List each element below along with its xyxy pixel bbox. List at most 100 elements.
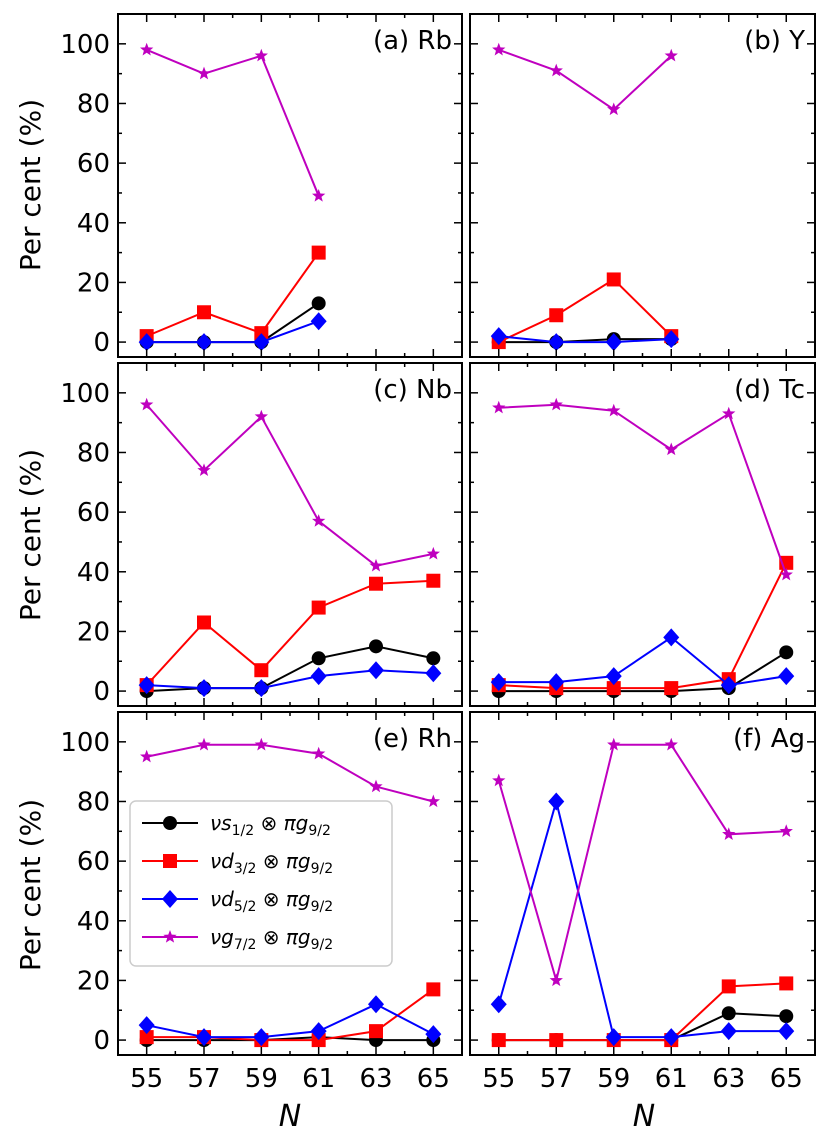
data-point-a-4-55 xyxy=(140,42,154,56)
data-point-d-1-65 xyxy=(779,645,794,660)
x-tick-label-e-57: 57 xyxy=(187,1064,220,1094)
data-point-f-3-61 xyxy=(663,1028,680,1047)
data-point-a-3-61 xyxy=(310,312,327,331)
data-point-a-1-61 xyxy=(311,296,326,311)
data-point-e-4-63 xyxy=(369,779,383,793)
data-point-f-2-57 xyxy=(549,1033,564,1048)
data-point-e-3-65 xyxy=(425,1025,442,1044)
plot-frame-c xyxy=(117,362,463,707)
y-axis-label-a: Per cent (%) xyxy=(14,99,47,271)
data-point-e-3-61 xyxy=(310,1022,327,1041)
data-point-c-2-61 xyxy=(311,600,326,615)
series-line-c-3 xyxy=(146,669,434,690)
data-point-b-3-61 xyxy=(663,330,680,349)
data-point-b-4-57 xyxy=(549,63,563,77)
data-point-c-4-65 xyxy=(426,546,440,560)
series-line-c-2 xyxy=(145,579,434,686)
series-line-e-3 xyxy=(146,1003,434,1039)
series-line-a-2 xyxy=(146,252,320,338)
y-tick-label-e-0: 0 xyxy=(93,1026,110,1056)
panel-label-e: (e) Rh xyxy=(373,724,452,754)
data-point-d-4-63 xyxy=(722,406,736,420)
y-tick-label-e-60: 60 xyxy=(77,847,110,877)
data-point-f-4-55 xyxy=(492,773,506,787)
y-tick-label-c-20: 20 xyxy=(77,617,110,647)
data-point-d-3-65 xyxy=(778,667,795,686)
y-tick-label-a-40: 40 xyxy=(77,209,110,239)
y-tick-label-a-80: 80 xyxy=(77,89,110,119)
panel-label-a: (a) Rb xyxy=(373,26,452,56)
data-point-c-1-65 xyxy=(426,651,441,666)
y-tick-label-e-40: 40 xyxy=(77,907,110,937)
data-point-c-3-55 xyxy=(138,676,155,695)
x-tick-label-e-55: 55 xyxy=(130,1064,163,1094)
data-point-a-3-55 xyxy=(138,333,155,352)
y-axis-label-c: Per cent (%) xyxy=(14,449,47,621)
panel-a: 0 20 40 60 80 100 (a) Rb xyxy=(60,13,463,358)
series-line-e-2 xyxy=(146,988,434,1042)
series-line-d-2 xyxy=(498,562,788,690)
data-point-e-4-59 xyxy=(254,737,268,751)
data-point-c-4-63 xyxy=(369,558,383,572)
x-axis-label-left: N xyxy=(279,1099,301,1134)
legend-marker-3 xyxy=(162,890,178,908)
data-point-c-3-61 xyxy=(310,667,327,686)
x-tick-label-e-59: 59 xyxy=(245,1064,278,1094)
data-point-b-3-55 xyxy=(490,327,507,346)
panel-label-d: (d) Tc xyxy=(734,375,805,405)
data-point-a-3-59 xyxy=(253,333,270,352)
data-point-c-1-63 xyxy=(369,639,383,654)
data-point-f-2-65 xyxy=(779,976,794,991)
data-point-f-3-63 xyxy=(720,1022,737,1041)
y-tick-label-a-100: 100 xyxy=(60,30,110,60)
data-point-a-3-57 xyxy=(196,333,212,352)
data-point-d-3-59 xyxy=(605,667,622,686)
data-point-d-4-55 xyxy=(492,400,506,414)
data-point-d-3-57 xyxy=(548,673,565,692)
data-point-c-3-57 xyxy=(196,679,212,698)
data-point-b-2-59 xyxy=(606,272,621,287)
data-point-d-2-59 xyxy=(606,681,621,696)
x-axis-label-right: N xyxy=(633,1099,655,1134)
data-point-d-3-63 xyxy=(720,676,737,695)
legend-marker-2 xyxy=(163,854,177,868)
series-line-c-1 xyxy=(146,645,434,693)
data-point-f-4-59 xyxy=(607,737,621,751)
data-point-b-3-59 xyxy=(605,333,622,352)
data-point-c-2-65 xyxy=(426,573,441,588)
series-line-a-4 xyxy=(146,48,320,197)
legend-box xyxy=(129,800,393,967)
series-line-f-1 xyxy=(498,1012,787,1042)
x-tick-label-f-65: 65 xyxy=(770,1064,803,1094)
x-tick-label-f-63: 63 xyxy=(712,1064,745,1094)
data-point-b-4-55 xyxy=(492,42,506,56)
panel-label-b: (b) Y xyxy=(744,26,805,56)
data-point-f-3-59 xyxy=(605,1028,622,1047)
panel-e: 55 57 59 61 63 65 0 20 40 60 80 100 (e) Rh xyxy=(60,711,463,1094)
data-point-c-4-59 xyxy=(254,409,268,423)
y-tick-label-e-100: 100 xyxy=(60,728,110,758)
legend: νs1/2 ⊗ πg9/2 νd3/2 ⊗ πg9/2 νd5/2 ⊗ πg9/2 ν… xyxy=(129,800,393,967)
data-point-a-4-57 xyxy=(197,66,211,80)
data-point-e-4-65 xyxy=(426,794,440,808)
y-tick-label-c-60: 60 xyxy=(77,498,110,528)
x-tick-label-e-61: 61 xyxy=(302,1064,335,1094)
series-line-d-1 xyxy=(498,651,787,693)
panel-d: (d) Tc xyxy=(469,362,816,707)
series-line-b-4 xyxy=(498,48,672,111)
data-point-e-3-63 xyxy=(368,995,384,1014)
data-point-c-3-59 xyxy=(253,679,270,698)
series-line-e-1 xyxy=(146,1036,434,1042)
plot-frame-f xyxy=(469,711,816,1056)
data-point-c-2-63 xyxy=(369,576,383,591)
data-point-c-4-61 xyxy=(312,514,326,527)
data-point-c-3-63 xyxy=(368,661,384,680)
panel-b: (b) Y xyxy=(469,13,816,358)
x-tick-label-f-57: 57 xyxy=(540,1064,573,1094)
data-point-c-4-55 xyxy=(140,397,154,411)
legend-label-4: νg7/2 ⊗ πg9/2 xyxy=(210,925,333,953)
data-point-d-3-55 xyxy=(490,673,507,692)
data-point-c-3-65 xyxy=(425,664,442,683)
data-point-e-3-59 xyxy=(253,1028,270,1047)
data-point-d-4-57 xyxy=(549,397,563,411)
